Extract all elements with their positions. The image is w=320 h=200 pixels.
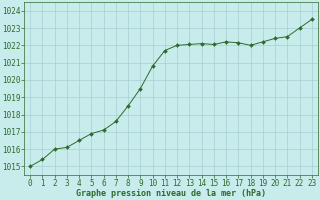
- X-axis label: Graphe pression niveau de la mer (hPa): Graphe pression niveau de la mer (hPa): [76, 189, 266, 198]
